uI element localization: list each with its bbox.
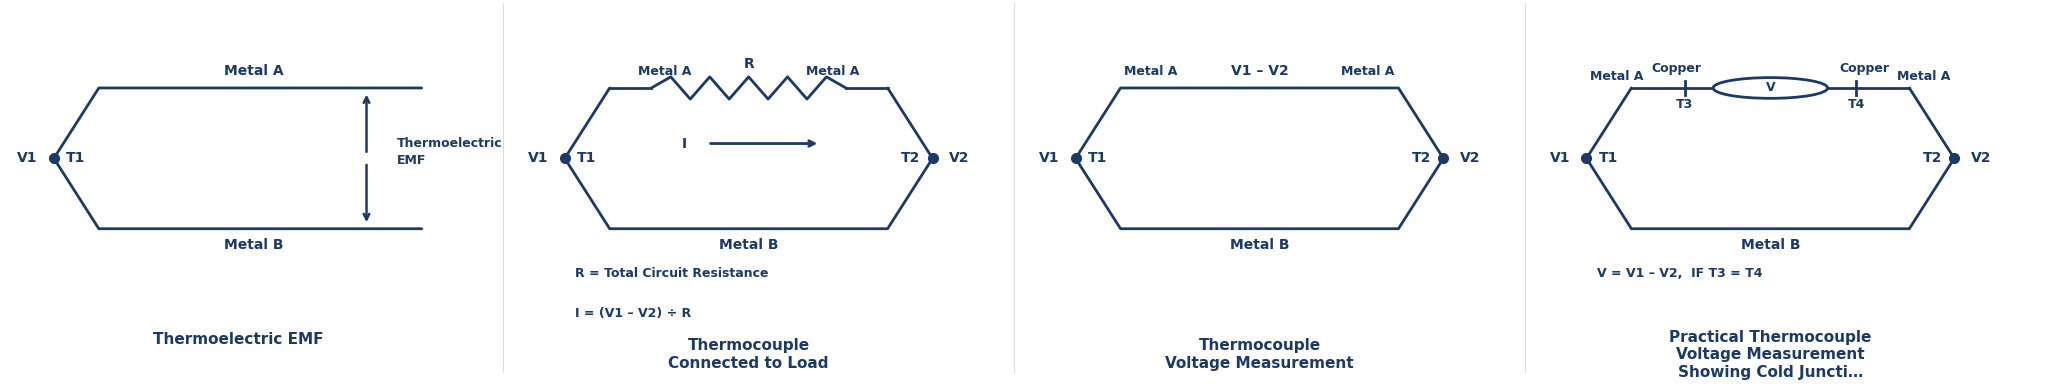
Text: T1: T1 <box>1088 151 1106 165</box>
Text: Metal A: Metal A <box>805 65 859 78</box>
Text: Metal B: Metal B <box>1229 239 1289 252</box>
Text: Copper: Copper <box>1840 62 1889 75</box>
Text: Thermoelectric: Thermoelectric <box>398 137 502 150</box>
Text: V = V1 – V2,  IF T3 = T4: V = V1 – V2, IF T3 = T4 <box>1596 267 1762 280</box>
Text: T2: T2 <box>1922 151 1942 165</box>
Text: T1: T1 <box>578 151 596 165</box>
Text: T3: T3 <box>1676 98 1692 111</box>
Text: Metal B: Metal B <box>225 239 285 252</box>
Text: Metal A: Metal A <box>1590 70 1643 83</box>
Text: Metal A: Metal A <box>223 64 285 78</box>
Text: Metal B: Metal B <box>719 239 779 252</box>
Text: V1: V1 <box>1039 151 1059 165</box>
Text: T4: T4 <box>1848 98 1865 111</box>
Text: I: I <box>682 137 686 151</box>
Text: EMF: EMF <box>398 154 426 167</box>
Text: T2: T2 <box>902 151 920 165</box>
Text: V: V <box>1766 81 1774 95</box>
Circle shape <box>1713 78 1828 98</box>
Text: I = (V1 – V2) ÷ R: I = (V1 – V2) ÷ R <box>576 307 691 320</box>
Text: V1 – V2: V1 – V2 <box>1231 64 1289 78</box>
Text: V2: V2 <box>1459 151 1479 165</box>
Text: Metal B: Metal B <box>1740 239 1801 252</box>
Text: V1: V1 <box>16 151 37 165</box>
Text: Metal A: Metal A <box>1125 65 1178 78</box>
Text: Metal A: Metal A <box>637 65 691 78</box>
Text: Practical Thermocouple
Voltage Measurement
Showing Cold Juncti…: Practical Thermocouple Voltage Measureme… <box>1670 330 1871 379</box>
Text: Metal A: Metal A <box>1342 65 1395 78</box>
Text: Thermocouple
Voltage Measurement: Thermocouple Voltage Measurement <box>1166 339 1354 371</box>
Text: Metal A: Metal A <box>1897 70 1951 83</box>
Text: Copper: Copper <box>1651 62 1701 75</box>
Text: V2: V2 <box>949 151 969 165</box>
Text: V2: V2 <box>1971 151 1992 165</box>
Text: Thermocouple
Connected to Load: Thermocouple Connected to Load <box>668 339 830 371</box>
Text: Thermoelectric EMF: Thermoelectric EMF <box>152 332 324 347</box>
Text: T2: T2 <box>1412 151 1430 165</box>
Text: R: R <box>744 57 754 71</box>
Text: T1: T1 <box>66 151 86 165</box>
Text: V1: V1 <box>529 151 549 165</box>
Text: V1: V1 <box>1549 151 1570 165</box>
Text: T1: T1 <box>1598 151 1619 165</box>
Text: R = Total Circuit Resistance: R = Total Circuit Resistance <box>576 267 768 280</box>
